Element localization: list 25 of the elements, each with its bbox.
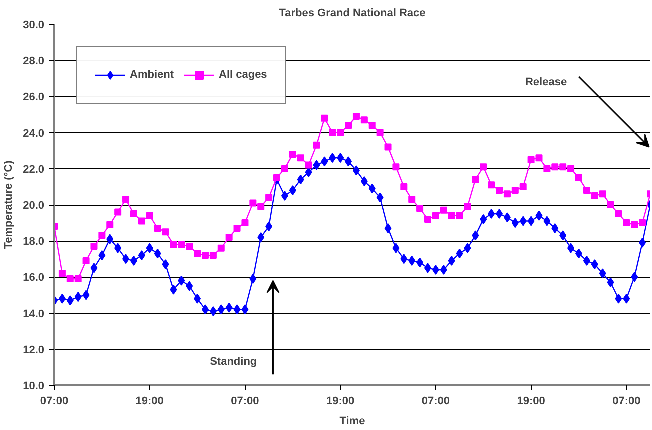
y-tick-label: 24.0	[23, 128, 45, 140]
x-tick-label: 07:00	[422, 396, 450, 408]
y-tick-label: 16.0	[23, 272, 45, 284]
x-tick-label: 19:00	[517, 396, 546, 408]
y-tick-label: 22.0	[23, 164, 45, 176]
x-tick-label: 19:00	[136, 396, 164, 408]
y-tick-label: 12.0	[23, 344, 45, 356]
y-tick-label: 18.0	[23, 236, 45, 248]
legend-label: Ambient	[130, 69, 174, 81]
y-tick-label: 20.0	[23, 200, 45, 212]
annotation: Release	[525, 76, 568, 88]
y-axis-title: Temperature (°C)	[3, 160, 16, 250]
x-tick-label: 07:00	[40, 396, 69, 408]
annotation: Standing	[210, 356, 258, 368]
chart-title: Tarbes Grand National Race	[279, 8, 426, 20]
x-tick-label: 07:00	[612, 396, 641, 408]
y-tick-label: 10.0	[23, 380, 45, 392]
y-tick-label: 14.0	[23, 308, 45, 320]
y-tick-label: 26.0	[23, 92, 45, 104]
legend-label: All cages	[219, 69, 268, 81]
x-tick-label: 19:00	[326, 396, 355, 408]
y-tick-label: 30.0	[23, 20, 45, 32]
x-tick-label: 07:00	[231, 396, 260, 408]
x-axis-title: Time	[340, 416, 366, 428]
y-tick-label: 28.0	[23, 56, 45, 68]
